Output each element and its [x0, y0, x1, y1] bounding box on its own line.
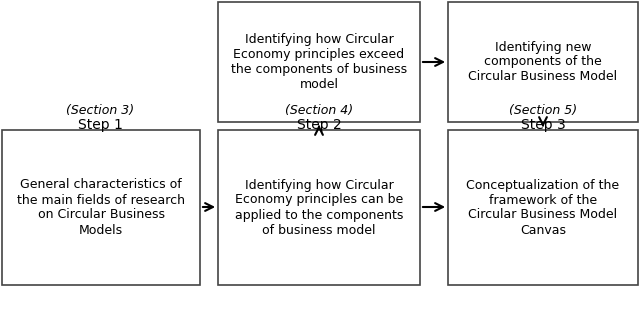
Text: Step 3: Step 3: [520, 118, 565, 132]
Text: Conceptualization of the
framework of the
Circular Business Model
Canvas: Conceptualization of the framework of th…: [467, 178, 620, 237]
FancyBboxPatch shape: [2, 130, 200, 285]
Text: Step 2: Step 2: [296, 118, 341, 132]
Text: (Section 3): (Section 3): [66, 104, 134, 117]
Text: Identifying new
components of the
Circular Business Model: Identifying new components of the Circul…: [468, 40, 618, 84]
Text: Identifying how Circular
Economy principles exceed
the components of business
mo: Identifying how Circular Economy princip…: [231, 33, 407, 91]
FancyBboxPatch shape: [218, 130, 420, 285]
Text: General characteristics of
the main fields of research
on Circular Business
Mode: General characteristics of the main fiel…: [17, 178, 185, 237]
Text: Step 1: Step 1: [77, 118, 122, 132]
Text: (Section 5): (Section 5): [509, 104, 577, 117]
FancyBboxPatch shape: [448, 2, 638, 122]
FancyBboxPatch shape: [218, 2, 420, 122]
Text: (Section 4): (Section 4): [285, 104, 353, 117]
Text: Identifying how Circular
Economy principles can be
applied to the components
of : Identifying how Circular Economy princip…: [235, 178, 403, 237]
FancyBboxPatch shape: [448, 130, 638, 285]
